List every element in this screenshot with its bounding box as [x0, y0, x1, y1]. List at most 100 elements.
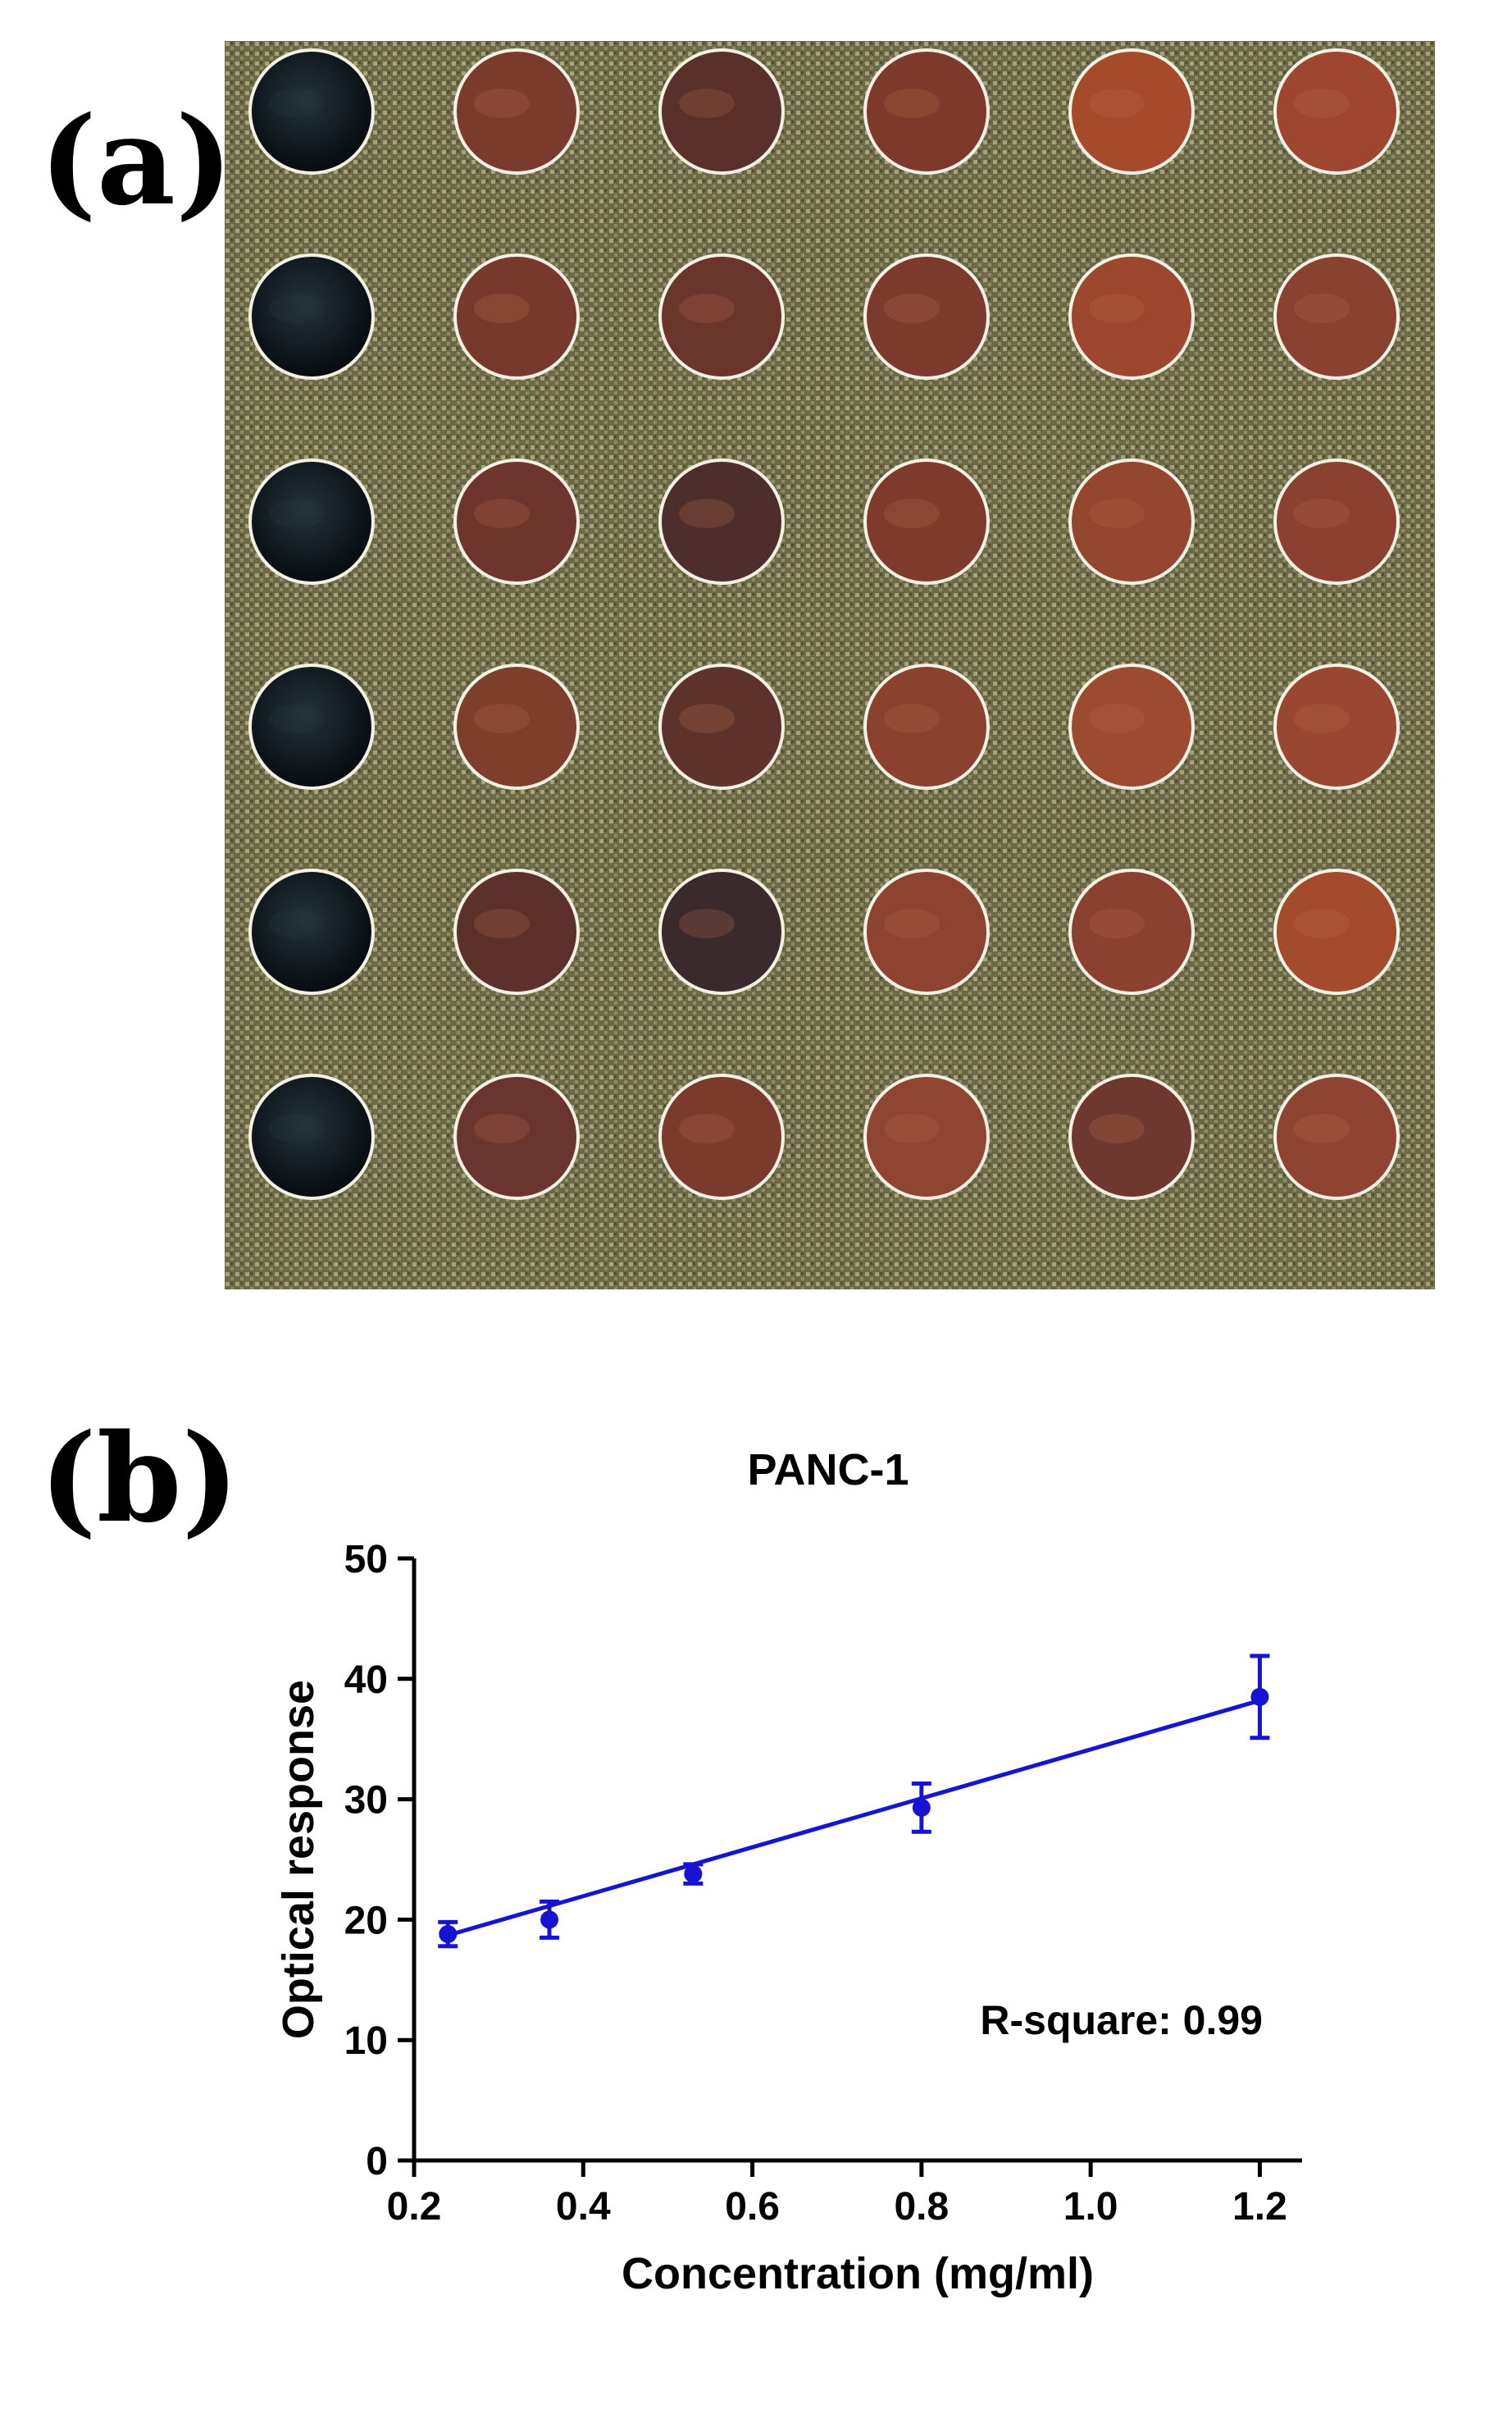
x-tick-label: 1.2	[1232, 2185, 1287, 2229]
well-r2-c5	[1068, 253, 1195, 380]
well-texture	[884, 294, 940, 323]
well-texture	[679, 89, 735, 118]
well-texture	[1089, 294, 1145, 323]
y-tick-label: 40	[344, 1658, 388, 1702]
well-texture	[269, 1114, 325, 1143]
chart: PANC-1 0 10 20 30 40 50 0.2 0.4 0.6 0.8 1.0 1.2 Co…	[274, 1445, 1302, 2298]
well-plate-photo	[225, 41, 1435, 1289]
well-texture	[474, 909, 530, 938]
well-texture	[474, 704, 530, 733]
data-point	[912, 1798, 931, 1817]
well-r1-c6	[1273, 48, 1400, 175]
x-ticks: 0.2 0.4 0.6 0.8 1.0 1.2	[387, 2160, 1287, 2229]
x-tick-label: 0.8	[894, 2185, 949, 2229]
well-r5-c1	[248, 869, 375, 995]
well-r3-c4	[863, 459, 990, 585]
well-r4-c3	[658, 664, 785, 790]
well-r1-c5	[1068, 48, 1195, 175]
well-r5-c4	[863, 869, 990, 995]
chart-title: PANC-1	[747, 1445, 909, 1494]
well-r6-c2	[453, 1074, 580, 1200]
well-texture	[1089, 499, 1145, 528]
r-square-annotation: R-square: 0.99	[980, 1997, 1263, 2043]
well-r3-c3	[658, 459, 785, 585]
well-texture	[679, 499, 735, 528]
x-tick-label: 1.0	[1063, 2185, 1118, 2229]
well-texture	[269, 499, 325, 528]
well-texture	[1089, 909, 1145, 938]
well-r3-c2	[453, 459, 580, 585]
fit-group	[447, 1698, 1261, 1937]
data-point	[684, 1864, 703, 1883]
well-r2-c4	[863, 253, 990, 380]
y-tick-label: 10	[344, 2019, 388, 2063]
well-r1-c1	[248, 48, 375, 175]
well-r4-c5	[1068, 664, 1195, 790]
x-tick-label: 0.4	[556, 2185, 611, 2229]
well-texture	[474, 294, 530, 323]
well-texture	[1294, 704, 1350, 733]
well-r5-c6	[1273, 869, 1400, 995]
y-ticks: 0 10 20 30 40 50	[344, 1538, 414, 2183]
well-r3-c5	[1068, 459, 1195, 585]
well-texture	[474, 89, 530, 118]
x-tick-label: 0.6	[725, 2185, 780, 2229]
well-texture	[269, 89, 325, 118]
well-texture	[1089, 89, 1145, 118]
well-texture	[884, 89, 940, 118]
well-r4-c6	[1273, 664, 1400, 790]
well-r6-c1	[248, 1074, 375, 1200]
well-texture	[474, 499, 530, 528]
panel-label-a: (a)	[39, 89, 233, 232]
well-r6-c6	[1273, 1074, 1400, 1200]
well-texture	[269, 294, 325, 323]
well-r3-c6	[1273, 459, 1400, 585]
data-point	[540, 1910, 559, 1929]
well-r2-c3	[658, 253, 785, 380]
well-r5-c5	[1068, 869, 1195, 995]
well-texture	[679, 909, 735, 938]
y-tick-label: 0	[366, 2140, 388, 2183]
well-texture	[679, 704, 735, 733]
well-texture	[1294, 499, 1350, 528]
well-texture	[1294, 294, 1350, 323]
well-texture	[1089, 1114, 1145, 1143]
y-tick-label: 30	[344, 1779, 388, 1823]
well-r4-c1	[248, 664, 375, 790]
well-texture	[884, 499, 940, 528]
y-tick-label: 20	[344, 1899, 388, 1942]
well-texture	[474, 1114, 530, 1143]
x-tick-label: 0.2	[387, 2185, 442, 2229]
well-r5-c2	[453, 869, 580, 995]
well-r3-c1	[248, 459, 375, 585]
well-r2-c2	[453, 253, 580, 380]
well-texture	[1294, 1114, 1350, 1143]
well-texture	[679, 294, 735, 323]
well-r4-c2	[453, 664, 580, 790]
well-texture	[1294, 89, 1350, 118]
well-r5-c3	[658, 869, 785, 995]
well-r4-c4	[863, 664, 990, 790]
well-r2-c1	[248, 253, 375, 380]
fit-line	[447, 1698, 1261, 1937]
y-tick-label: 50	[344, 1538, 388, 1581]
plate-background	[225, 41, 1435, 1289]
well-texture	[269, 909, 325, 938]
points-group	[438, 1654, 1270, 1949]
well-texture	[679, 1114, 735, 1143]
well-texture	[269, 704, 325, 733]
well-r6-c5	[1068, 1074, 1195, 1200]
x-axis-label: Concentration (mg/ml)	[622, 2249, 1094, 2298]
well-r1-c4	[863, 48, 990, 175]
well-texture	[1089, 704, 1145, 733]
data-point	[439, 1925, 458, 1944]
wells-group	[248, 48, 1400, 1200]
well-texture	[1294, 909, 1350, 938]
well-r6-c4	[863, 1074, 990, 1200]
well-r1-c3	[658, 48, 785, 175]
well-r1-c2	[453, 48, 580, 175]
well-texture	[884, 704, 940, 733]
well-r2-c6	[1273, 253, 1400, 380]
data-point	[1250, 1687, 1269, 1706]
y-axis-label: Optical response	[274, 1680, 323, 2039]
